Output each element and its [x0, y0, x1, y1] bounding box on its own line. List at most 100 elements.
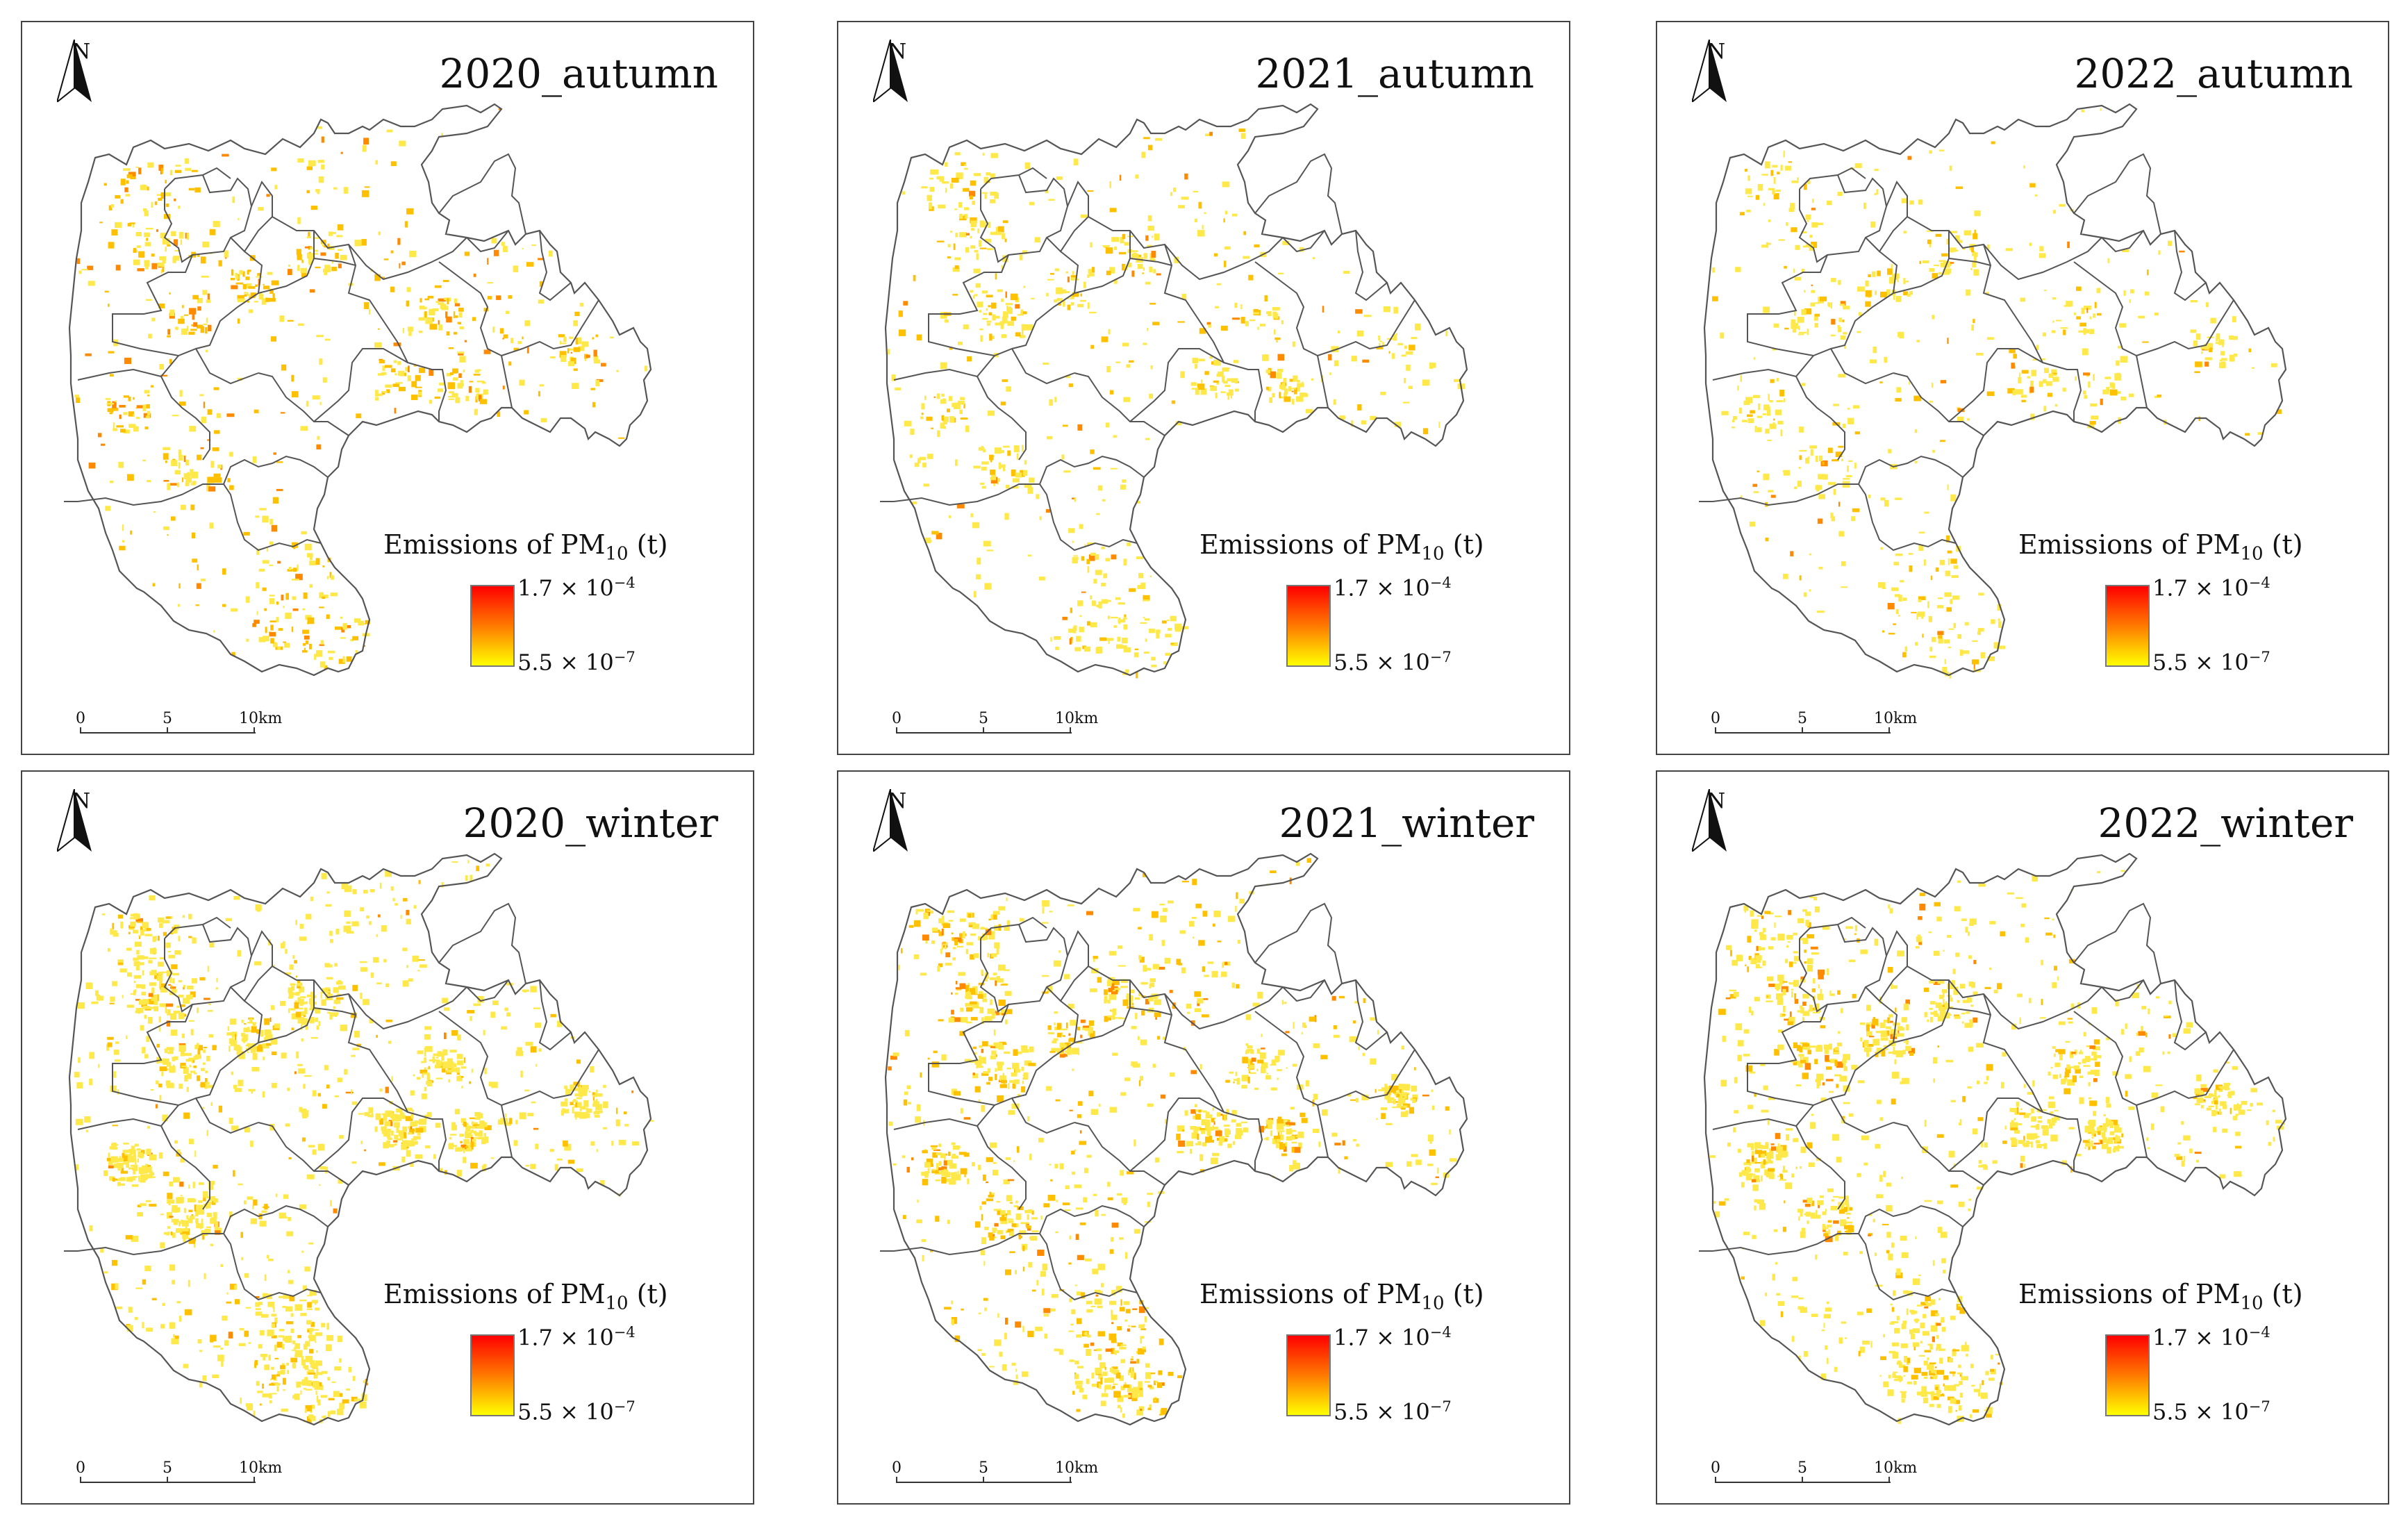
- emission-patch: [960, 417, 968, 420]
- emission-patch: [272, 965, 275, 967]
- emission-patch: [120, 1177, 126, 1182]
- emission-patch: [1115, 597, 1121, 600]
- emission-patch: [373, 957, 379, 963]
- emission-patch: [465, 1145, 468, 1148]
- panel-title: 2020_winter: [463, 800, 718, 847]
- emission-patch: [1363, 998, 1366, 1003]
- emission-patch: [1815, 485, 1822, 490]
- emission-patch: [165, 247, 167, 252]
- emission-patch: [1202, 1142, 1206, 1147]
- emission-patch: [154, 201, 158, 206]
- emission-patch: [301, 259, 304, 263]
- emission-patch: [2207, 346, 2210, 349]
- emission-patch: [426, 1074, 431, 1081]
- emission-patch: [944, 945, 947, 950]
- emission-patch: [197, 564, 199, 570]
- emission-patch: [429, 369, 434, 376]
- emission-patch: [1888, 276, 1895, 284]
- emission-patch: [433, 1154, 436, 1159]
- emission-patch: [163, 920, 170, 924]
- emission-patch: [1120, 484, 1126, 490]
- emission-patch: [485, 1136, 489, 1143]
- emission-patch: [1113, 435, 1118, 438]
- emission-patch: [1765, 538, 1769, 542]
- emission-patch: [151, 994, 158, 1001]
- emission-patch: [1120, 1344, 1127, 1346]
- emission-patch: [204, 1083, 208, 1089]
- emission-patch: [129, 1149, 133, 1155]
- emission-patch: [2075, 1068, 2081, 1074]
- emission-patch: [94, 990, 99, 996]
- emission-patch: [167, 950, 172, 952]
- emission-patch: [1376, 347, 1384, 349]
- emission-patch: [1897, 950, 1904, 956]
- emission-patch: [142, 1005, 150, 1009]
- emission-patch: [2076, 286, 2082, 291]
- emission-patch: [916, 1219, 922, 1223]
- emission-patch: [1063, 974, 1070, 979]
- emission-patch: [1145, 1372, 1152, 1380]
- emission-patch: [321, 872, 327, 879]
- emission-patch: [128, 931, 131, 934]
- emission-patch: [1333, 1034, 1340, 1038]
- emission-patch: [147, 186, 149, 191]
- emission-patch: [924, 395, 927, 400]
- emission-patch: [1276, 1138, 1281, 1143]
- emission-patch: [474, 408, 478, 415]
- emission-patch: [301, 1250, 304, 1253]
- emission-patch: [288, 997, 293, 999]
- emission-patch: [952, 294, 958, 296]
- emission-patch: [272, 1374, 276, 1380]
- emission-patch: [189, 1216, 195, 1220]
- emission-patch: [119, 545, 126, 551]
- emission-patch: [2063, 329, 2066, 336]
- emission-patch: [563, 1140, 568, 1147]
- emission-patch: [175, 327, 178, 330]
- emission-patch: [2020, 395, 2027, 398]
- emission-patch: [408, 1132, 413, 1135]
- emission-patch: [1932, 449, 1936, 453]
- emission-patch: [1023, 1072, 1029, 1079]
- emission-patch: [1209, 1136, 1213, 1142]
- emission-patch: [1117, 1342, 1123, 1347]
- emission-patch: [275, 1193, 278, 1198]
- emission-patch: [248, 294, 251, 296]
- emission-patch: [1938, 272, 1942, 275]
- emission-patch: [1015, 332, 1021, 337]
- emission-patch: [1040, 1270, 1047, 1277]
- emission-patch: [226, 1032, 233, 1036]
- emission-patch: [940, 312, 947, 319]
- emission-patch: [147, 1017, 153, 1024]
- emission-patch: [467, 1010, 474, 1013]
- emission-patch: [160, 1003, 162, 1007]
- emission-patch: [1817, 1045, 1822, 1048]
- emission-patch: [1051, 1047, 1059, 1052]
- emission-patch: [533, 1127, 539, 1130]
- emission-patch: [406, 909, 410, 916]
- emission-patch: [151, 263, 158, 270]
- emission-patch: [208, 1196, 216, 1201]
- emission-patch: [340, 616, 343, 619]
- emission-patch: [2204, 357, 2212, 361]
- emission-patch: [1232, 213, 1238, 217]
- emission-patch: [1438, 422, 1440, 429]
- emission-patch: [1998, 621, 2002, 628]
- emission-patch: [294, 1350, 303, 1355]
- emission-patch: [1240, 1121, 1247, 1123]
- emission-patch: [1957, 634, 1962, 639]
- emission-patch: [895, 387, 901, 390]
- emission-patch: [252, 1053, 258, 1060]
- emission-patch: [173, 1056, 178, 1061]
- emission-patch: [271, 280, 279, 285]
- emission-patch: [244, 1330, 249, 1337]
- emission-patch: [1878, 582, 1886, 588]
- emission-patch: [385, 384, 392, 388]
- emission-patch: [1987, 244, 1990, 249]
- emission-patch: [921, 413, 924, 415]
- emission-patch: [1352, 1138, 1356, 1142]
- emission-patch: [163, 214, 171, 220]
- emission-patch: [954, 1335, 961, 1343]
- emission-patch: [993, 1042, 1001, 1049]
- emission-patch: [1111, 1338, 1117, 1343]
- emission-patch: [904, 420, 912, 426]
